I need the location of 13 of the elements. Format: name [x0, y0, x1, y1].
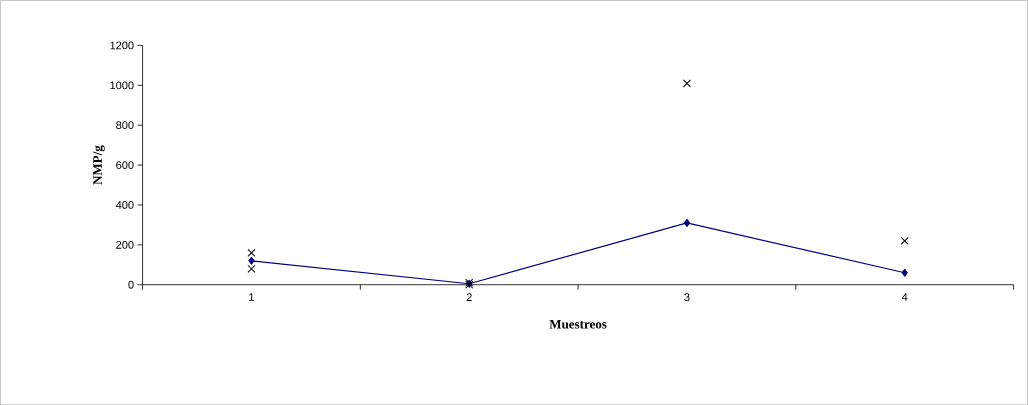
y-tick-label: 200 — [116, 240, 134, 249]
x-tick-label: 3 — [684, 293, 690, 301]
x-tick-label: 2 — [466, 293, 472, 301]
x-tick-label: 4 — [901, 293, 908, 301]
y-tick-label: 600 — [116, 161, 134, 169]
y-tick-label: 400 — [115, 200, 134, 209]
y-tick-label: 800 — [116, 121, 134, 129]
y-tick-label: 1200 — [110, 41, 134, 50]
y-axis-title: NMP/g — [93, 145, 105, 185]
x-tick-label: 1 — [249, 293, 254, 301]
y-tick-label: 1000 — [110, 81, 134, 90]
x-axis-title: Muestreos — [549, 319, 607, 329]
y-tick-label: 0 — [128, 280, 134, 289]
